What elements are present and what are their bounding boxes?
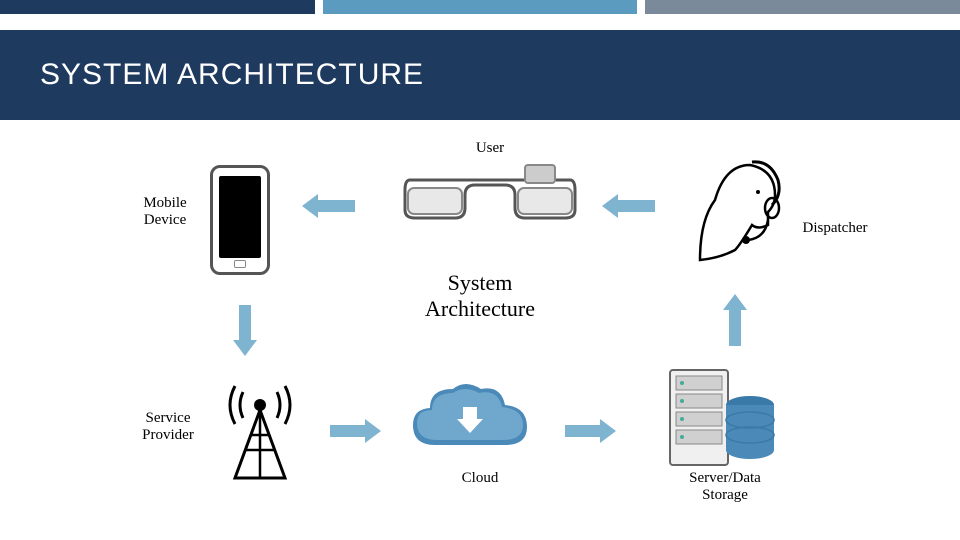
- accent-seg-2: [323, 0, 638, 14]
- mobile-label: Mobile Device: [130, 195, 200, 229]
- arrow-dispatcher-to-user: [600, 190, 660, 220]
- service-provider-label-wrap: Service Provider: [128, 410, 208, 444]
- antenna-icon: [215, 380, 305, 480]
- user-node: User: [430, 140, 550, 157]
- glasses-icon: [400, 160, 580, 235]
- server-label: Server/Data Storage: [665, 470, 785, 504]
- architecture-diagram: User Mobile Device Dispatcher System Arc…: [0, 140, 960, 540]
- mobile-label-wrap: Mobile Device: [130, 195, 200, 229]
- mobile-node: [210, 165, 270, 275]
- server-label-wrap: Server/Data Storage: [665, 470, 785, 504]
- arrow-mobile-to-service: [230, 300, 260, 360]
- header-bar: SYSTEM ARCHITECTURE: [0, 30, 960, 120]
- dispatcher-node: [680, 150, 790, 270]
- page-title: SYSTEM ARCHITECTURE: [40, 58, 424, 92]
- center-label: System Architecture: [400, 270, 560, 322]
- arrow-service-to-cloud: [325, 415, 385, 445]
- dispatcher-label: Dispatcher: [790, 220, 880, 237]
- server-node: [660, 360, 780, 475]
- arrow-cloud-to-server: [560, 415, 620, 445]
- dispatcher-label-wrap: Dispatcher: [790, 220, 880, 237]
- cloud-icon: [405, 375, 535, 465]
- service-provider-node: [215, 380, 305, 485]
- arrow-server-to-dispatcher: [720, 290, 750, 350]
- cloud-label: Cloud: [440, 470, 520, 487]
- dispatcher-icon: [680, 150, 790, 265]
- smartphone-icon: [210, 165, 270, 275]
- arrow-user-to-mobile: [300, 190, 360, 220]
- service-provider-label: Service Provider: [128, 410, 208, 444]
- server-icon: [660, 360, 780, 470]
- accent-seg-1: [0, 0, 315, 14]
- user-label: User: [430, 140, 550, 157]
- accent-bar: [0, 0, 960, 14]
- cloud-label-wrap: Cloud: [440, 470, 520, 487]
- accent-seg-3: [645, 0, 960, 14]
- cloud-node: [405, 375, 535, 470]
